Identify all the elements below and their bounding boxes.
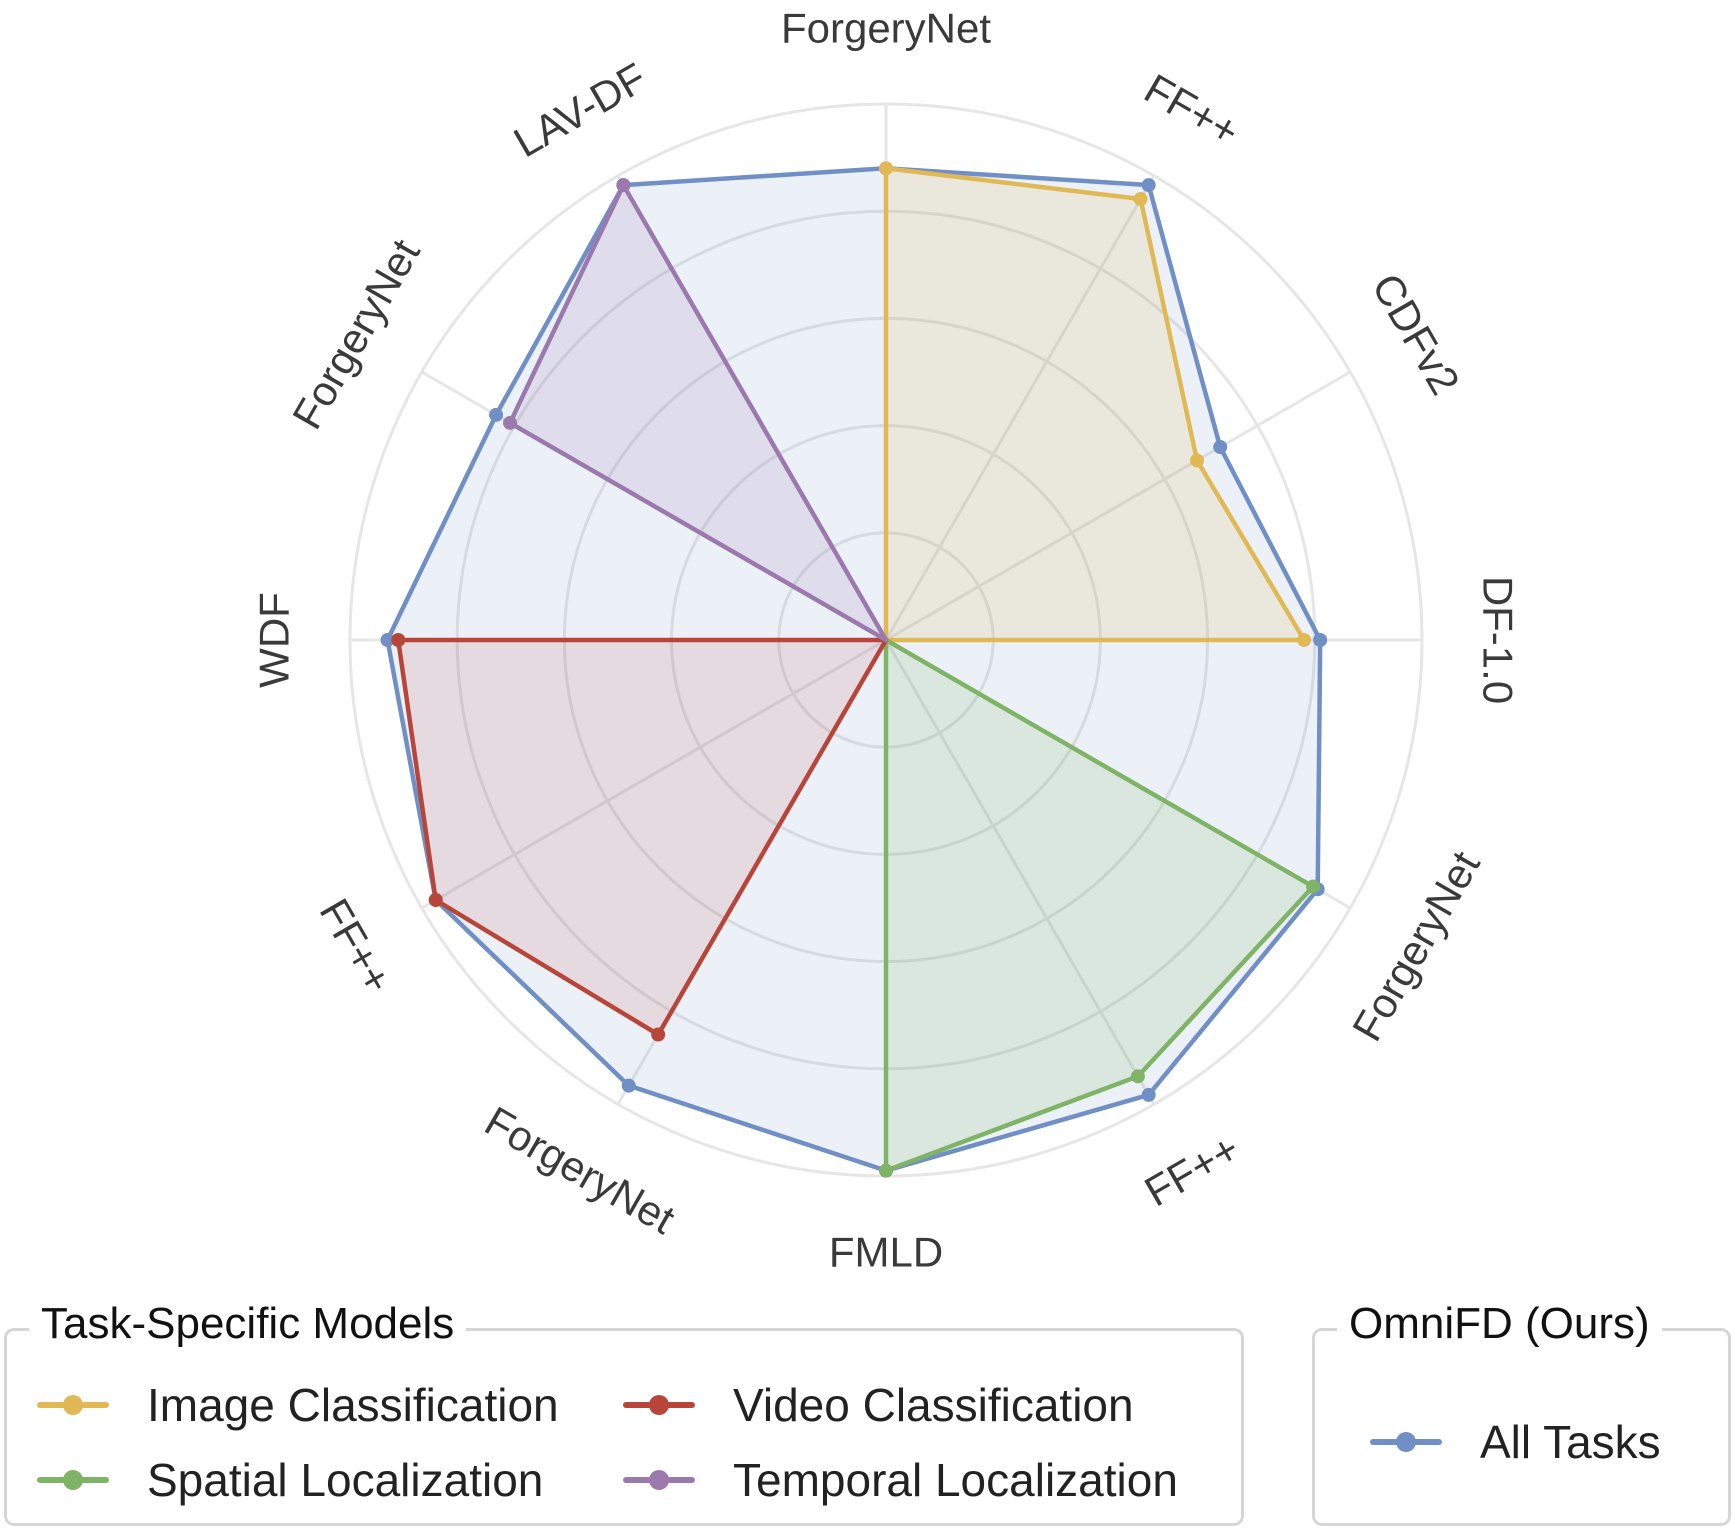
legend-swatch-image-classification	[37, 1385, 109, 1425]
legend-item-video-classification[interactable]: Video Classification	[623, 1378, 1134, 1432]
data-point-all-tasks-2	[1141, 178, 1156, 193]
data-point-image-classification-4	[1297, 633, 1312, 647]
legend-label-temporal-localization: Temporal Localization	[733, 1454, 1178, 1506]
axis-label-12: LAV-DF	[506, 54, 654, 167]
axis-label-7: FMLD	[829, 1229, 943, 1276]
legend-swatch-all-tasks	[1370, 1422, 1442, 1462]
omnifd-legend: OmniFD (Ours) All Tasks	[1312, 1299, 1731, 1526]
data-point-all-tasks-8	[621, 1078, 636, 1093]
legend-item-spatial-localization[interactable]: Spatial Localization	[37, 1453, 543, 1507]
data-point-all-tasks-3	[1213, 440, 1228, 455]
axis-label-1: ForgeryNet	[781, 5, 991, 52]
legend-item-image-classification[interactable]: Image Classification	[37, 1378, 559, 1432]
grid-spoke-2	[884, 175, 1156, 641]
axis-label-8: ForgeryNet	[477, 1097, 683, 1243]
legend-label-video-classification: Video Classification	[733, 1379, 1134, 1431]
series-image-classification	[879, 161, 1312, 647]
data-point-video-classification-9	[428, 892, 443, 907]
legend-item-all-tasks[interactable]: All Tasks	[1370, 1415, 1661, 1469]
data-point-spatial-localization-5	[1306, 879, 1321, 894]
data-point-video-classification-8	[651, 1027, 666, 1042]
legend-item-temporal-localization[interactable]: Temporal Localization	[623, 1453, 1178, 1507]
data-point-spatial-localization-7	[879, 1163, 893, 1178]
data-point-all-tasks-11	[489, 407, 504, 422]
axis-label-9: FF++	[311, 891, 402, 1001]
legend-label-all-tasks: All Tasks	[1480, 1416, 1661, 1468]
data-point-video-classification-10	[391, 633, 406, 647]
data-point-spatial-localization-6	[1130, 1069, 1145, 1084]
legend-label-image-classification: Image Classification	[147, 1379, 559, 1431]
axis-label-10: WDF	[251, 592, 298, 688]
axis-label-5: ForgeryNet	[1343, 843, 1489, 1049]
legend-swatch-video-classification	[623, 1385, 695, 1425]
series-temporal-localization	[503, 178, 889, 643]
grid-spoke-3	[885, 370, 1351, 642]
data-point-all-tasks-4	[1313, 633, 1328, 647]
omnifd-legend-title: OmniFD (Ours)	[1337, 1299, 1662, 1349]
grid-spoke-9	[421, 638, 887, 910]
axis-label-6: FF++	[1137, 1125, 1247, 1216]
task-specific-legend: Task-Specific Models Image Classificatio…	[4, 1299, 1244, 1526]
legend-swatch-spatial-localization	[37, 1460, 109, 1500]
axis-label-11: ForgeryNet	[283, 231, 429, 437]
series-area-image-classification	[883, 166, 1307, 643]
legend-label-spatial-localization: Spatial Localization	[147, 1454, 544, 1506]
data-point-all-tasks-6	[1141, 1087, 1156, 1102]
axis-label-2: FF++	[1137, 65, 1247, 156]
data-point-image-classification-2	[1133, 192, 1148, 207]
axis-label-3: CDFv2	[1363, 266, 1469, 403]
axis-label-4: DF-1.0	[1475, 576, 1522, 704]
data-point-temporal-localization-12	[616, 178, 631, 193]
radar-series	[380, 161, 1328, 1178]
data-point-all-tasks-10	[380, 633, 395, 647]
series-area-temporal-localization	[507, 182, 889, 643]
data-point-image-classification-1	[879, 161, 893, 176]
legend-swatch-temporal-localization	[623, 1460, 695, 1500]
grid-spoke-6	[884, 639, 1156, 1105]
series-video-classification	[391, 633, 889, 1042]
data-point-temporal-localization-11	[503, 415, 518, 430]
series-spatial-localization	[879, 637, 1321, 1178]
task-specific-legend-title: Task-Specific Models	[29, 1299, 467, 1349]
radar-chart: ForgeryNet FF++ CDFv2 DF-1.0 ForgeryNet FF++ F…	[251, 5, 1522, 1276]
data-point-image-classification-3	[1190, 453, 1205, 468]
